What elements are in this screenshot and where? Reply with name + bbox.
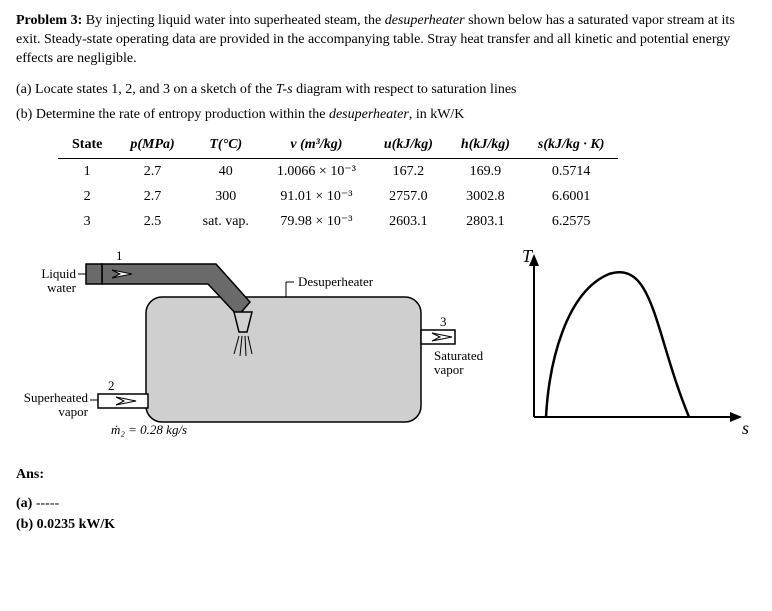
- part-a-label: (a): [16, 82, 32, 97]
- cell: 300: [189, 184, 263, 209]
- col-v: v (m³/kg): [263, 134, 370, 159]
- desuperheater-schematic: 1 2 3 Liquid water Superheated vapor ṁ₂ …: [16, 242, 496, 452]
- ans-a-label: (a): [16, 496, 32, 511]
- col-p: p(MPa): [116, 134, 188, 159]
- cell: 40: [189, 159, 263, 185]
- col-u: u(kJ/kg): [370, 134, 447, 159]
- table-row: 1 2.7 40 1.0066 × 10⁻³ 167.2 169.9 0.571…: [58, 159, 618, 185]
- ans-label: Ans:: [16, 467, 44, 482]
- superheated-label1: Superheated: [24, 390, 89, 405]
- cell: 2603.1: [370, 209, 447, 234]
- liquid-label1: Liquid: [41, 266, 76, 281]
- cell: 91.01 × 10⁻³: [263, 184, 370, 209]
- cell: 2803.1: [447, 209, 524, 234]
- problem-statement: Problem 3: By injecting liquid water int…: [16, 12, 756, 69]
- italic-term: desuperheater: [385, 13, 465, 28]
- cell: 6.6001: [524, 184, 619, 209]
- superheated-label2: vapor: [58, 404, 88, 419]
- text: By injecting liquid water into superheat…: [82, 13, 384, 28]
- part-b: (b) Determine the rate of entropy produc…: [16, 106, 756, 125]
- col-state: State: [58, 134, 116, 159]
- cell: sat. vap.: [189, 209, 263, 234]
- s-axis-label: s: [742, 418, 749, 438]
- cell: 0.5714: [524, 159, 619, 185]
- ans-b-value: 0.0235 kW/K: [33, 517, 115, 532]
- cell: 79.98 × 10⁻³: [263, 209, 370, 234]
- text: Determine the rate of entropy production…: [32, 107, 329, 122]
- text: , in kW/K: [409, 107, 465, 122]
- table-row: 3 2.5 sat. vap. 79.98 × 10⁻³ 2603.1 2803…: [58, 209, 618, 234]
- state2-label: 2: [108, 378, 115, 393]
- cell: 2.5: [116, 209, 188, 234]
- problem-label: Problem 3:: [16, 13, 82, 28]
- cell: 1.0066 × 10⁻³: [263, 159, 370, 185]
- cell: 3002.8: [447, 184, 524, 209]
- desuper-italic: desuperheater: [329, 107, 409, 122]
- sat-label2: vapor: [434, 362, 464, 377]
- state3-label: 3: [440, 314, 447, 329]
- part-b-label: (b): [16, 107, 32, 122]
- part-a: (a) Locate states 1, 2, and 3 on a sketc…: [16, 81, 756, 100]
- desuperheater-label: Desuperheater: [298, 274, 374, 289]
- problem-line: Problem 3: By injecting liquid water int…: [16, 12, 756, 69]
- cell: 2: [58, 184, 116, 209]
- ans-b-label: (b): [16, 517, 33, 532]
- figure-row: 1 2 3 Liquid water Superheated vapor ṁ₂ …: [16, 242, 756, 452]
- text: Locate states 1, 2, and 3 on a sketch of…: [32, 82, 276, 97]
- cell: 3: [58, 209, 116, 234]
- table-header-row: State p(MPa) T(°C) v (m³/kg) u(kJ/kg) h(…: [58, 134, 618, 159]
- col-h: h(kJ/kg): [447, 134, 524, 159]
- liquid-label2: water: [47, 280, 77, 295]
- col-T: T(°C): [189, 134, 263, 159]
- cell: 6.2575: [524, 209, 619, 234]
- cell: 2757.0: [370, 184, 447, 209]
- ts-italic: T-s: [276, 82, 293, 97]
- state1-label: 1: [116, 248, 123, 263]
- cell: 169.9: [447, 159, 524, 185]
- text: diagram with respect to saturation lines: [293, 82, 517, 97]
- mdot-label: ṁ₂ = 0.28 kg/s: [111, 422, 187, 437]
- cell: 2.7: [116, 184, 188, 209]
- col-s: s(kJ/kg · K): [524, 134, 619, 159]
- state-table: State p(MPa) T(°C) v (m³/kg) u(kJ/kg) h(…: [58, 134, 618, 234]
- table-row: 2 2.7 300 91.01 × 10⁻³ 2757.0 3002.8 6.6…: [58, 184, 618, 209]
- answer-block: Ans: (a) ----- (b) 0.0235 kW/K: [16, 466, 756, 535]
- cell: 167.2: [370, 159, 447, 185]
- ts-diagram: T s: [504, 242, 754, 452]
- cell: 1: [58, 159, 116, 185]
- ans-a-value: -----: [32, 496, 59, 511]
- sat-label1: Saturated: [434, 348, 484, 363]
- cell: 2.7: [116, 159, 188, 185]
- subparts: (a) Locate states 1, 2, and 3 on a sketc…: [16, 81, 756, 125]
